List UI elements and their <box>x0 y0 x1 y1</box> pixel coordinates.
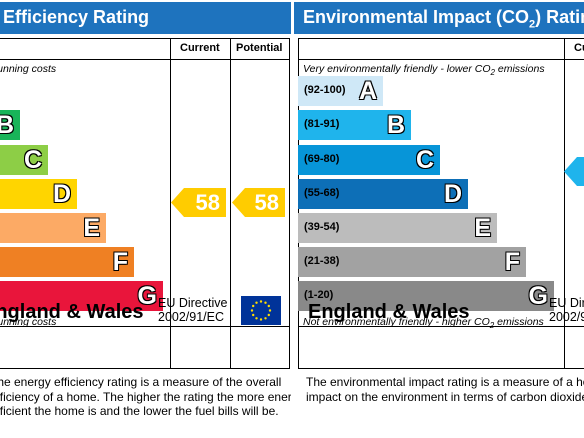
energy-current-arrow: 58 <box>171 188 226 217</box>
eu-directive-line1: EU Directive <box>158 296 228 310</box>
eu-directive-line2: 2002/91/EC <box>549 310 584 324</box>
energy-band-letter: E <box>83 214 100 242</box>
energy-header: Energy Efficiency Rating <box>0 2 291 34</box>
environment-band-range: (69-80) <box>304 153 340 165</box>
environment-band-range: (92-100) <box>304 84 346 96</box>
environment-current-arrow: 70 <box>564 157 584 186</box>
energy-band-b: B <box>0 110 20 140</box>
environment-band-a: (92-100) A <box>298 76 383 106</box>
energy-band-letter: D <box>52 180 71 208</box>
eu-directive-line1: EU Directive <box>549 296 584 310</box>
energy-country: England & Wales <box>0 301 144 323</box>
environment-band-c: (69-80) C <box>298 145 440 175</box>
environment-band-g: (1-20) G <box>298 281 554 311</box>
energy-footer-line: The energy efficiency rating is a measur… <box>0 375 282 389</box>
energy-current-value: 58 <box>195 190 220 215</box>
environment-band-range: (55-68) <box>304 187 340 199</box>
environment-footer-line: The environmental impact rating is a mea… <box>306 375 584 389</box>
environment-top-note: Very environmentally friendly - lower CO… <box>303 63 545 78</box>
environment-band-b: (81-91) B <box>298 110 411 140</box>
energy-band-letter: F <box>112 248 128 276</box>
energy-efficiency-panel: Energy Efficiency Rating Current Potenti… <box>0 0 291 438</box>
energy-band-c: C <box>0 145 48 175</box>
environment-band-letter: B <box>386 111 405 139</box>
environment-band-f: (21-38) F <box>298 247 526 277</box>
environment-header: Environmental Impact (CO2) Rating <box>294 2 584 34</box>
environment-bottom-note: Not environmentally friendly - higher CO… <box>303 316 544 331</box>
environment-band-letter: A <box>358 77 377 105</box>
environment-band-letter: F <box>504 248 520 276</box>
environment-band-letter: C <box>415 146 434 174</box>
environment-band-range: (21-38) <box>304 255 340 267</box>
energy-footer: The energy efficiency rating is a measur… <box>0 375 291 419</box>
energy-band-letter: B <box>0 111 14 139</box>
environmental-impact-panel: Environmental Impact (CO2) Rating Curren… <box>294 0 584 438</box>
energy-band-f: F <box>0 247 134 277</box>
energy-title: Energy Efficiency Rating <box>0 7 150 27</box>
energy-current-header: Current <box>180 42 220 54</box>
environment-band-d: (55-68) D <box>298 179 468 209</box>
energy-band-d: D <box>0 179 77 209</box>
environment-footer-line: impact on the environment in terms of ca… <box>306 389 584 404</box>
environment-title: Environmental Impact (CO2) Rating <box>303 7 584 31</box>
energy-band-letter: C <box>23 146 42 174</box>
environment-band-letter: G <box>528 282 548 310</box>
environment-current-header: Current <box>574 42 584 54</box>
energy-band-letter: G <box>137 282 157 310</box>
environment-country: England & Wales <box>308 301 470 323</box>
energy-band-e: E <box>0 213 106 243</box>
energy-potential-value: 58 <box>254 190 279 215</box>
environment-band-letter: D <box>443 180 462 208</box>
environment-band-e: (39-54) E <box>298 213 497 243</box>
environment-footer: The environmental impact rating is a mea… <box>306 375 584 404</box>
eu-directive-line2: 2002/91/EC <box>158 310 225 324</box>
energy-footer-line: efficient the home is and the lower the … <box>0 404 279 418</box>
energy-top-note: Very energy efficient - lower running co… <box>0 63 57 75</box>
energy-band-g: G <box>0 281 163 311</box>
energy-bottom-note: Not energy efficient - higher running co… <box>0 316 57 328</box>
environment-band-letter: E <box>474 214 491 242</box>
energy-potential-arrow: 58 <box>232 188 285 217</box>
energy-eu-directive: EU Directive 2002/91/EC <box>158 296 227 324</box>
environment-band-range: (39-54) <box>304 221 340 233</box>
environment-band-range: (81-91) <box>304 118 340 130</box>
energy-footer-line: efficiency of a home. The higher the rat… <box>0 389 291 404</box>
environment-band-range: (1-20) <box>304 289 334 301</box>
environment-eu-directive: EU Directive 2002/91/EC <box>549 296 584 324</box>
energy-potential-header: Potential <box>236 42 283 54</box>
eu-flag-icon <box>241 296 281 325</box>
